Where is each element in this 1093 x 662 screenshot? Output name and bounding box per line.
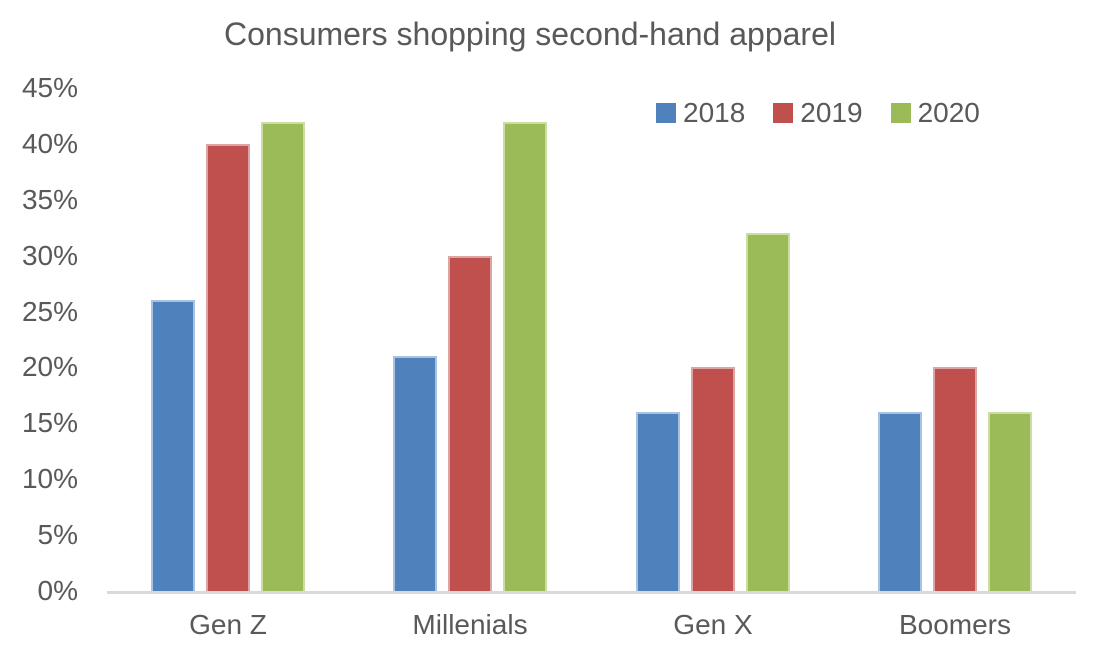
y-axis-tick-label: 25%	[21, 296, 78, 327]
bar-group-gen-x	[592, 88, 834, 591]
plot-area	[107, 88, 1076, 594]
y-axis-tick-label: 5%	[37, 519, 78, 550]
legend-label: 2018	[683, 97, 746, 128]
bar-2018-gen-z	[151, 300, 195, 591]
bar-2019-gen-x	[691, 367, 735, 591]
x-axis-category-label: Millenials	[412, 609, 528, 640]
bar-2020-millenials	[503, 122, 547, 591]
bar-2019-boomers	[933, 367, 977, 591]
y-axis-tick-label: 45%	[21, 72, 78, 103]
y-axis-tick-label: 30%	[21, 240, 78, 271]
y-axis-tick-label: 0%	[37, 575, 78, 606]
legend-item-2019: 2019	[773, 97, 863, 128]
legend-label: 2020	[917, 97, 980, 128]
x-axis-category-label: Gen X	[673, 609, 753, 640]
y-axis-tick-label: 20%	[21, 351, 78, 382]
bar-2018-gen-x	[636, 412, 680, 591]
bar-2019-millenials	[448, 256, 492, 591]
legend-item-2018: 2018	[656, 99, 745, 127]
legend-swatch-2020	[890, 103, 911, 123]
bar-group-boomers	[834, 88, 1076, 591]
legend-label: 2019	[800, 97, 863, 128]
bar-group-millenials	[349, 88, 591, 591]
y-axis-tick-label: 40%	[21, 128, 78, 159]
bar-2019-gen-z	[206, 144, 250, 591]
legend-item-2020: 2020	[890, 97, 980, 128]
bar-2020-boomers	[988, 412, 1032, 591]
x-axis: Gen Z Millenials Gen X Boomers	[107, 608, 1076, 648]
y-axis-tick-label: 15%	[21, 407, 78, 438]
bar-2020-gen-x	[746, 233, 790, 591]
x-axis-category-label: Gen Z	[189, 609, 267, 640]
bar-2020-gen-z	[261, 122, 305, 591]
bar-2018-millenials	[393, 356, 437, 591]
y-axis-tick-label: 10%	[21, 463, 78, 494]
y-axis: 45% 40% 35% 30% 25% 20% 15% 10% 5% 0%	[0, 74, 90, 605]
chart-title: Consumers shopping second-hand apparel	[224, 16, 836, 52]
bar-group-gen-z	[107, 88, 349, 591]
legend-swatch-2019	[773, 103, 794, 123]
y-axis-tick-label: 35%	[21, 184, 78, 215]
bar-2018-boomers	[878, 412, 922, 591]
x-axis-category-label: Boomers	[898, 609, 1012, 640]
legend-swatch-2018	[656, 103, 676, 123]
x-axis-line	[107, 591, 1076, 594]
legend: 2018 2019 2020	[656, 99, 980, 127]
